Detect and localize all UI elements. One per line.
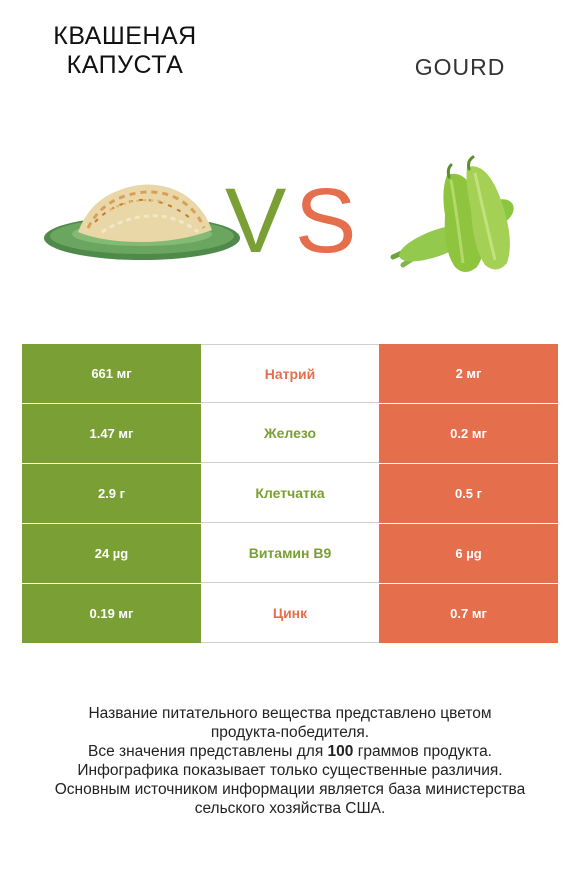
footer-line: Название питательного вещества представл… <box>88 705 492 722</box>
gourd-image <box>390 155 514 272</box>
right-value: 0.2 мг <box>379 404 558 463</box>
footer-line: Основным источником информации является … <box>54 781 526 798</box>
vs-s-letter: S <box>295 170 356 270</box>
sauerkraut-image <box>44 184 240 260</box>
table-row: 2.9 г Клетчатка 0.5 г <box>22 464 558 524</box>
nutrient-name: Цинк <box>201 584 379 643</box>
right-food-title: Gourd <box>414 54 506 80</box>
nutrient-name: Клетчатка <box>201 464 379 523</box>
left-value: 661 мг <box>22 344 201 403</box>
table-row: 0.19 мг Цинк 0.7 мг <box>22 584 558 644</box>
vs-v-letter: V <box>225 170 286 270</box>
footer-note: Название питательного вещества представл… <box>0 704 580 818</box>
footer-line: Инфографика показывает только существенн… <box>77 762 503 779</box>
left-value: 24 µg <box>22 524 201 583</box>
table-row: 1.47 мг Железо 0.2 мг <box>22 404 558 464</box>
comparison-table: 661 мг Натрий 2 мг 1.47 мг Железо 0.2 мг… <box>22 344 558 644</box>
nutrient-name: Железо <box>201 404 379 463</box>
table-row: 24 µg Витамин B9 6 µg <box>22 524 558 584</box>
vs-logo: V S <box>225 170 356 270</box>
right-value: 0.5 г <box>379 464 558 523</box>
right-value: 0.7 мг <box>379 584 558 643</box>
left-value: 0.19 мг <box>22 584 201 643</box>
left-value: 1.47 мг <box>22 404 201 463</box>
nutrient-name: Натрий <box>201 344 379 403</box>
right-value: 6 µg <box>379 524 558 583</box>
left-food-title: Квашеная капуста <box>53 22 197 79</box>
footer-bold-value: 100 <box>327 743 354 760</box>
footer-line: Все значения представлены для 100 граммо… <box>0 742 580 761</box>
right-value: 2 мг <box>379 344 558 403</box>
nutrient-name: Витамин B9 <box>201 524 379 583</box>
footer-line: продукта-победителя. <box>210 724 370 741</box>
left-value: 2.9 г <box>22 464 201 523</box>
table-row: 661 мг Натрий 2 мг <box>22 344 558 404</box>
footer-text: граммов продукта. <box>353 743 492 760</box>
footer-text: Все значения представлены для <box>88 743 328 760</box>
footer-line: сельского хозяйства США. <box>194 800 386 817</box>
